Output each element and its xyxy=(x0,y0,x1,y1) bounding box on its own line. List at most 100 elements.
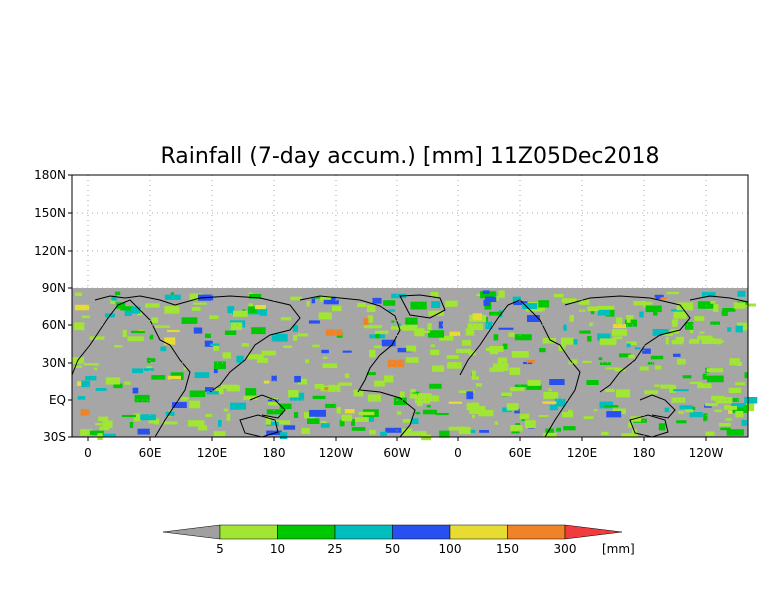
rain-cell xyxy=(204,340,213,347)
rain-cell xyxy=(113,383,123,389)
rain-cell xyxy=(251,327,266,335)
rain-cell xyxy=(697,335,713,340)
rain-cell xyxy=(645,305,662,313)
rain-cell xyxy=(479,430,489,433)
rain-cell xyxy=(655,296,661,299)
lon-label: 120E xyxy=(567,446,598,460)
rain-cell xyxy=(288,389,299,398)
rain-cell xyxy=(626,316,631,323)
rain-cell xyxy=(230,322,243,330)
lat-label: 120N xyxy=(34,244,66,258)
rain-cell xyxy=(599,401,613,409)
rain-cell xyxy=(439,430,450,438)
lon-label: 60E xyxy=(509,446,532,460)
rain-cell xyxy=(320,421,327,423)
rain-cell xyxy=(160,346,167,352)
rain-cell xyxy=(154,325,170,328)
rain-cell xyxy=(471,376,480,380)
rain-cell xyxy=(448,426,465,431)
rain-cell xyxy=(325,403,337,408)
rain-cell xyxy=(311,298,316,304)
rain-cell xyxy=(297,333,309,337)
rain-cell xyxy=(427,330,445,338)
rain-cell xyxy=(511,429,520,434)
rain-cell xyxy=(509,367,521,375)
rain-cell xyxy=(728,429,744,436)
rain-cell xyxy=(206,391,219,395)
rain-cell xyxy=(283,425,296,430)
rain-cell xyxy=(542,432,557,437)
rain-cell xyxy=(230,402,247,410)
rain-cell xyxy=(397,347,412,353)
rain-cell xyxy=(307,418,320,424)
rain-cell xyxy=(328,384,341,392)
rain-cell xyxy=(741,419,747,426)
rain-cell xyxy=(209,315,219,320)
rain-cell xyxy=(644,390,658,395)
rain-cell xyxy=(396,411,402,415)
colorbar-tick-label: 10 xyxy=(270,542,285,556)
rain-cell xyxy=(654,384,660,387)
rain-cell xyxy=(624,319,638,327)
rain-cell xyxy=(325,329,343,336)
rain-cell xyxy=(694,316,705,321)
rain-cell xyxy=(562,412,573,418)
rain-cell xyxy=(312,395,326,400)
rain-cell xyxy=(271,333,288,342)
rain-cell xyxy=(616,389,631,398)
rain-cell xyxy=(74,304,90,311)
rain-cell xyxy=(478,409,494,417)
rain-cell xyxy=(133,413,142,422)
lat-label: EQ xyxy=(49,393,66,407)
rain-cell xyxy=(121,414,136,418)
rain-cell xyxy=(548,388,552,392)
rain-cell xyxy=(129,422,134,428)
rain-cell xyxy=(101,427,110,431)
rain-cell xyxy=(81,380,90,388)
rain-cell xyxy=(74,322,85,331)
rain-cell xyxy=(658,423,666,431)
rain-cell xyxy=(449,331,461,336)
rain-cell xyxy=(587,336,592,342)
rain-cell xyxy=(510,387,525,392)
rain-cell xyxy=(122,329,127,338)
rain-cell xyxy=(391,293,407,299)
rain-cell xyxy=(701,338,717,344)
rain-cell xyxy=(650,355,664,360)
rain-cell xyxy=(198,425,208,431)
rain-cell xyxy=(715,397,733,404)
rain-cell xyxy=(684,409,694,413)
rain-cell xyxy=(243,396,258,400)
rain-cell xyxy=(189,293,203,301)
rain-cell xyxy=(116,302,126,309)
rain-cell xyxy=(81,315,90,319)
rain-cell xyxy=(167,375,181,380)
rain-cell xyxy=(589,322,594,327)
rain-cell xyxy=(165,411,175,416)
rain-cell xyxy=(263,380,270,384)
rain-cell xyxy=(534,305,546,311)
rain-blobs xyxy=(72,290,758,441)
rain-cell xyxy=(410,418,419,424)
colorbar-segment xyxy=(334,524,393,540)
rain-cell xyxy=(506,403,519,411)
rain-cell xyxy=(654,365,662,370)
rain-cell xyxy=(458,426,471,435)
rain-cell xyxy=(305,359,309,364)
rain-cell xyxy=(102,420,113,429)
rain-cell xyxy=(498,327,514,330)
rain-cell xyxy=(388,309,396,312)
rain-cell xyxy=(511,351,529,358)
rain-cell xyxy=(485,296,497,302)
coastline-asia xyxy=(174,295,301,393)
rain-cell xyxy=(664,407,670,413)
rain-cell xyxy=(193,327,203,334)
rain-cell xyxy=(336,407,341,414)
rain-cell xyxy=(606,411,622,418)
rain-cell xyxy=(373,345,382,349)
rain-cell xyxy=(690,329,694,334)
rain-cell xyxy=(514,408,520,414)
rain-cell xyxy=(527,379,541,386)
rain-cell xyxy=(723,405,737,410)
rain-cell xyxy=(628,354,635,359)
